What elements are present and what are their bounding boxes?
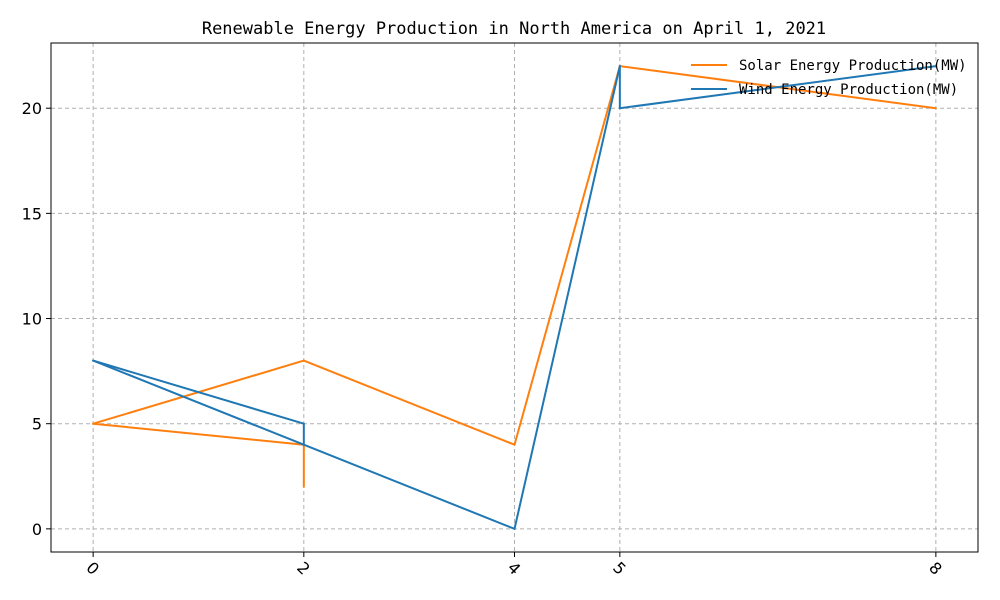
y-tick-label: 5 xyxy=(32,415,42,434)
solar-line-segment xyxy=(302,359,516,446)
x-tick-label: 8 xyxy=(925,558,946,579)
x-tick-label: 5 xyxy=(609,558,630,579)
wind-line-segment xyxy=(513,65,621,530)
wind-line-segment xyxy=(302,443,516,530)
axis-ticks: 0 2 4 5 8 0 5 10 15 20 xyxy=(22,99,946,578)
solar-line-segment xyxy=(513,65,621,446)
y-tick-label: 15 xyxy=(22,204,42,223)
wind-line-segment xyxy=(618,65,937,110)
x-tick-label: 0 xyxy=(82,558,103,579)
wind-line-segment xyxy=(92,359,305,425)
y-tick-label: 20 xyxy=(22,99,42,118)
y-tick-label: 10 xyxy=(22,310,42,329)
series-lines xyxy=(92,65,937,530)
grid xyxy=(51,43,978,552)
legend-label-wind: Wind Energy Production(MW) xyxy=(739,82,958,98)
chart-title: Renewable Energy Production in North Ame… xyxy=(202,19,826,39)
solar-line-segment xyxy=(92,422,305,446)
y-tick-label: 0 xyxy=(32,520,42,539)
x-tick-label: 2 xyxy=(293,558,314,579)
legend: Solar Energy Production(MW) Wind Energy … xyxy=(691,58,967,98)
wind-line-segment xyxy=(92,359,305,446)
legend-label-solar: Solar Energy Production(MW) xyxy=(739,58,967,74)
x-tick-label: 4 xyxy=(504,558,525,579)
